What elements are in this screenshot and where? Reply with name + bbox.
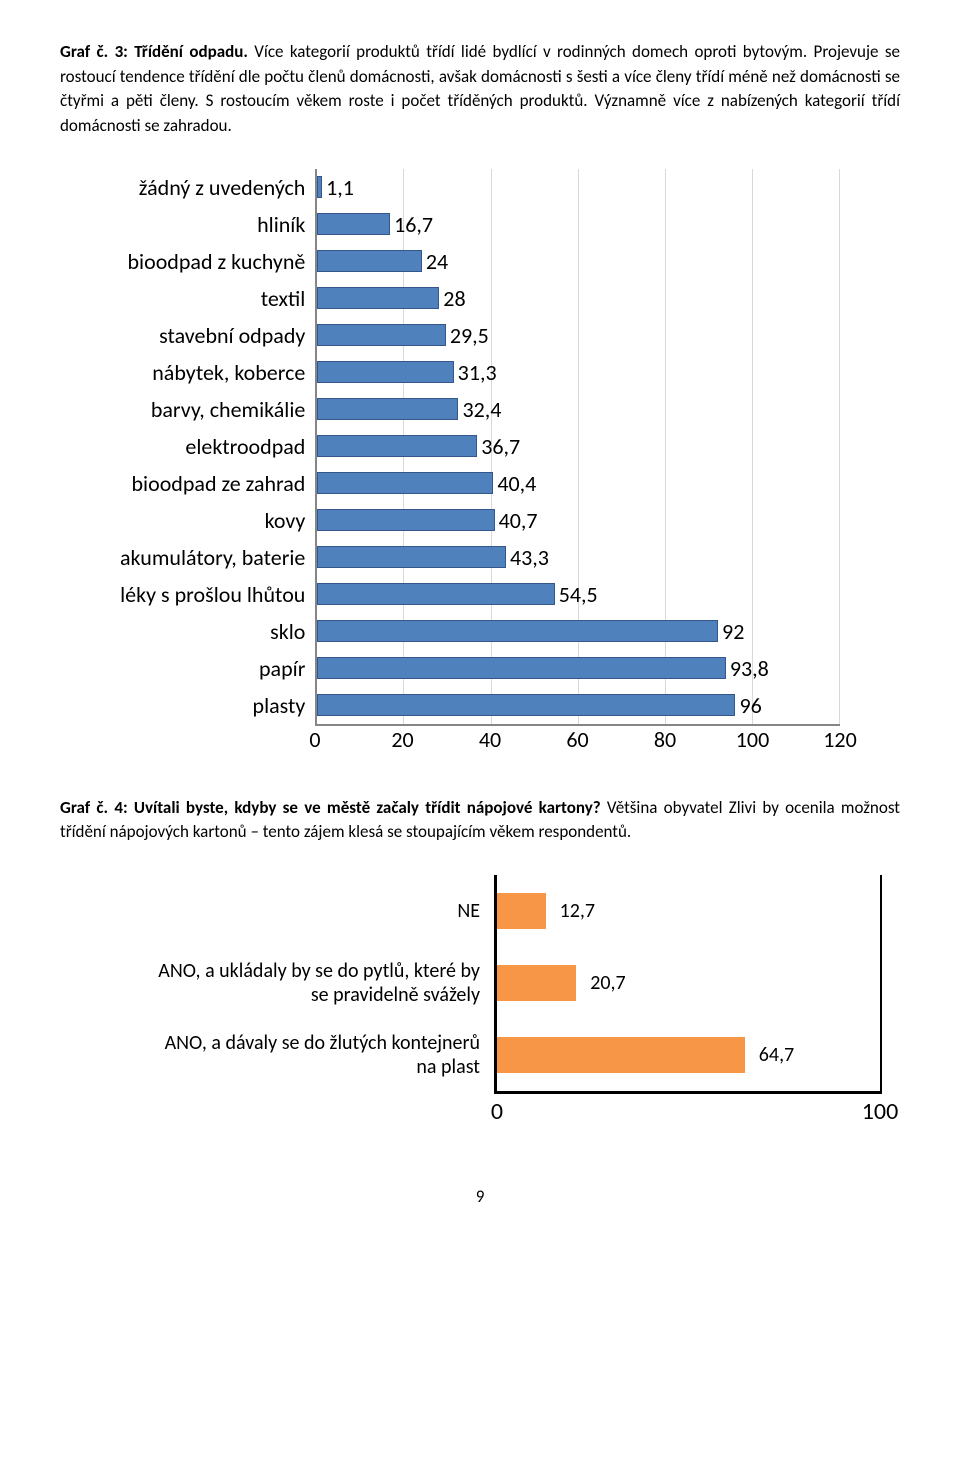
page-number: 9 [60,1186,900,1207]
chart1-category-label: akumulátory, baterie [120,539,305,576]
chart1-category-label: barvy, chemikálie [151,391,306,428]
chart1-bar [317,509,494,531]
chart2-value-label: 12,7 [560,899,595,923]
chart1-tick: 120 [823,726,856,753]
chart1-value-label: 40,4 [497,470,536,497]
chart1-x-axis: 020406080100120 [315,724,840,756]
chart2-bar-row: 12,7 [497,875,880,947]
chart2-x-axis: 0100 [497,1087,880,1133]
chart1-category-label: bioodpad ze zahrad [132,465,306,502]
chart1-plot-area: 1,1 16,7 24 28 29,5 31,3 32,4 36,7 40,4 40,7 43,3 5… [315,169,840,724]
chart1-category-label: stavební odpady [159,317,305,354]
chart2-category-label: ANO, a dávaly se do žlutých kontejnerů n… [140,1019,480,1091]
chart1-category-label: kovy [265,502,306,539]
chart2-value-label: 20,7 [590,971,625,995]
chart2-bar [497,1037,745,1073]
chart1-bar-row: 32,4 [317,391,840,428]
chart1-value-label: 28 [443,285,465,312]
chart1-bar-row: 36,7 [317,428,840,465]
chart1-value-label: 93,8 [730,655,769,682]
chart1-value-label: 16,7 [394,211,433,238]
paragraph-2: Graf č. 4: Uvítali byste, kdyby se ve mě… [60,796,900,845]
chart1-bar [317,287,439,309]
chart2-tick: 0 [491,1097,503,1126]
chart1-tick: 80 [654,726,676,753]
chart2-labels: NEANO, a ukládaly by se do pytlů, které … [140,875,494,1136]
chart1-value-label: 24 [426,248,448,275]
para2-title: Graf č. 4: Uvítali byste, kdyby se ve mě… [60,797,601,818]
chart1-bar-row: 24 [317,243,840,280]
chart2-value-label: 64,7 [759,1043,794,1067]
chart1-category-label: elektroodpad [185,428,305,465]
chart1-category-label: bioodpad z kuchyně [128,243,306,280]
chart1-tick: 20 [391,726,413,753]
chart1-value-label: 96 [739,692,761,719]
chart1-value-label: 31,3 [458,359,497,386]
chart1-value-label: 29,5 [450,322,489,349]
chart1-tick: 0 [309,726,320,753]
chart1-bar [317,398,458,420]
chart1-tick: 60 [566,726,588,753]
chart1-bar [317,472,493,494]
chart1-bar-row: 92 [317,613,840,650]
chart2-bar-row: 64,7 [497,1019,880,1091]
chart1-bar [317,250,422,272]
chart1-category-label: sklo [270,613,305,650]
chart1-value-label: 1,1 [326,174,354,201]
chart1-category-label: plasty [253,687,306,724]
chart2-category-label: ANO, a ukládaly by se do pytlů, které by… [140,947,480,1019]
chart1-category-label: textil [261,280,306,317]
chart1-bar-row: 54,5 [317,576,840,613]
chart2-bar-row: 20,7 [497,947,880,1019]
chart1-bar [317,657,726,679]
chart1-bar [317,583,554,605]
chart1-bar-row: 16,7 [317,206,840,243]
chart1-labels: žádný z uvedenýchhliníkbioodpad z kuchyn… [120,169,315,724]
chart1-bar-row: 40,7 [317,502,840,539]
chart1-bar [317,361,453,383]
chart1-tick: 40 [479,726,501,753]
chart1-category-label: papír [259,650,305,687]
chart1-bar [317,176,322,198]
chart1-bar-row: 28 [317,280,840,317]
chart1-tick: 100 [736,726,769,753]
chart1-bar [317,324,445,346]
chart1-value-label: 32,4 [462,396,501,423]
chart-1: žádný z uvedenýchhliníkbioodpad z kuchyn… [120,169,840,756]
chart1-bar [317,435,477,457]
chart1-bar-row: 93,8 [317,650,840,687]
chart1-value-label: 40,7 [499,507,538,534]
chart1-bar-row: 40,4 [317,465,840,502]
chart1-value-label: 36,7 [481,433,520,460]
chart1-bar [317,620,718,642]
chart1-value-label: 54,5 [559,581,598,608]
chart1-bar [317,213,390,235]
chart1-value-label: 43,3 [510,544,549,571]
chart2-tick: 100 [862,1097,899,1126]
paragraph-1: Graf č. 3: Třídění odpadu. Více kategori… [60,40,900,139]
chart1-bar-row: 31,3 [317,354,840,391]
chart2-bar [497,893,546,929]
chart1-bar-row: 1,1 [317,169,840,206]
chart1-bar-row: 96 [317,687,840,724]
chart1-bar [317,694,735,716]
chart1-category-label: hliník [257,206,305,243]
chart-2: NEANO, a ukládaly by se do pytlů, které … [140,875,880,1136]
chart1-category-label: léky s prošlou lhůtou [120,576,305,613]
chart1-bar-row: 43,3 [317,539,840,576]
chart2-bar [497,965,576,1001]
chart2-plot-area: 12,720,764,7 0100 [494,875,880,1094]
chart2-category-label: NE [457,875,480,947]
chart1-category-label: žádný z uvedených [139,169,306,206]
chart1-bar-row: 29,5 [317,317,840,354]
chart1-bar [317,546,506,568]
chart1-category-label: nábytek, koberce [152,354,305,391]
chart1-value-label: 92 [722,618,744,645]
para1-title: Graf č. 3: Třídění odpadu. [60,41,248,62]
